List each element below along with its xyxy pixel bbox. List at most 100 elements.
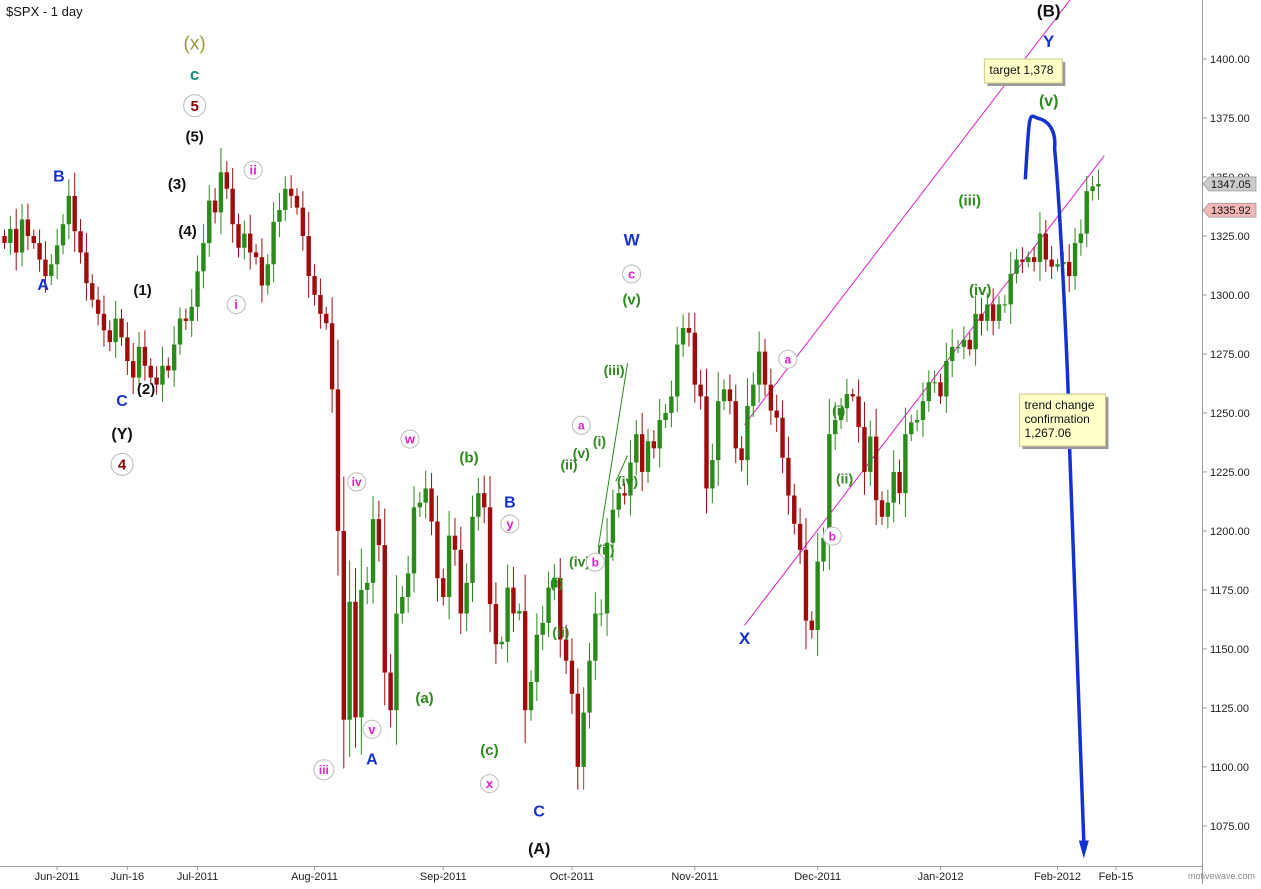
candle-body: [879, 500, 885, 517]
candle-body: [54, 245, 60, 265]
candle-body: [698, 384, 703, 397]
candle: [862, 401, 867, 495]
y-tick-label: 1275.00: [1210, 349, 1250, 361]
candle-body: [95, 299, 101, 314]
wave-label-text: B: [504, 494, 516, 511]
candle-body: [119, 318, 124, 338]
candle: [528, 670, 534, 721]
y-tick-label: 1325.00: [1210, 231, 1250, 243]
channel-upper-line: [744, 0, 1071, 426]
channel-lower-line: [744, 155, 1105, 626]
candle: [610, 489, 616, 561]
wave-label-circle: [571, 415, 591, 435]
candle: [704, 368, 709, 514]
wave-label-text: (B): [1037, 2, 1061, 21]
candle: [733, 384, 738, 464]
candle-body: [1014, 259, 1019, 274]
candle: [1020, 247, 1025, 274]
candle: [183, 308, 189, 330]
candle: [1031, 246, 1037, 272]
candle: [347, 560, 352, 757]
candle-body: [487, 507, 493, 605]
candle-body: [616, 493, 621, 510]
candle: [43, 241, 48, 293]
candle-body: [575, 693, 580, 767]
candle: [1067, 244, 1072, 293]
candle-body: [101, 313, 107, 331]
candle: [739, 435, 744, 472]
candle-body: [499, 641, 504, 645]
price-marker: 1335.92: [1202, 202, 1257, 218]
wave-lines: [597, 363, 629, 548]
candle-body: [1020, 259, 1025, 262]
wave-label: (5): [185, 129, 203, 146]
wave-label-text: (3): [168, 176, 186, 193]
x-tick-label: Dec-2011: [794, 871, 841, 883]
candle-body: [84, 252, 89, 284]
wave-label-text: ii: [250, 163, 257, 178]
wave-label: (v): [622, 291, 640, 308]
price-marker-tag: [1202, 176, 1257, 192]
candle: [1026, 251, 1031, 268]
candle: [710, 443, 715, 504]
candle-body: [405, 573, 411, 597]
wave-label: w: [400, 429, 420, 449]
candle-body: [277, 210, 282, 222]
candle: [166, 357, 171, 378]
wave-label: (ii): [836, 471, 853, 487]
candle-body: [716, 401, 721, 461]
candle: [973, 295, 978, 366]
candle: [599, 599, 604, 627]
wave-label-text: b: [592, 555, 599, 569]
candle-body: [844, 394, 850, 409]
candle: [370, 496, 376, 604]
candle: [546, 571, 551, 638]
candle-body: [756, 351, 762, 385]
candle: [341, 476, 346, 769]
candle: [581, 687, 586, 790]
candle: [558, 558, 563, 658]
wave-label: ii: [243, 160, 263, 180]
wave-label-text: A: [37, 277, 49, 294]
price-marker-label: 1335.92: [1211, 205, 1251, 217]
candle: [224, 161, 229, 199]
candle-body: [973, 313, 978, 350]
candle: [990, 288, 996, 336]
candle: [470, 495, 475, 602]
candle: [505, 564, 510, 663]
candle-body: [446, 535, 452, 597]
wave-label-text: (iv): [969, 282, 992, 299]
wave-label: B: [53, 169, 65, 186]
candle-body: [49, 264, 54, 277]
candle: [903, 407, 908, 518]
candle: [833, 402, 838, 451]
candle: [645, 428, 651, 484]
candle: [651, 430, 657, 459]
candle: [985, 293, 990, 332]
wave-label: a: [778, 349, 798, 369]
candles: [2, 148, 1101, 790]
candle: [259, 238, 265, 303]
candle-body: [622, 493, 627, 496]
y-tick-label: 1375.00: [1210, 113, 1250, 125]
candle-body: [131, 361, 136, 378]
candle: [435, 495, 440, 602]
candle-body: [464, 582, 469, 614]
candle-body: [961, 339, 967, 347]
candle-body: [522, 611, 528, 711]
wave-label: (A): [528, 841, 550, 858]
candle-body: [651, 441, 657, 449]
wave-label-circle: [313, 759, 335, 781]
candle: [201, 224, 206, 289]
y-tick-label: 1200.00: [1210, 526, 1250, 538]
candle: [318, 278, 323, 329]
wave-label-text: (x): [184, 34, 206, 55]
candle: [8, 215, 13, 255]
candle: [809, 611, 814, 639]
candle-body: [990, 304, 996, 321]
candle: [575, 668, 580, 790]
callout-text: 1,267.06: [1024, 426, 1071, 440]
wave-label: (x): [184, 34, 206, 55]
